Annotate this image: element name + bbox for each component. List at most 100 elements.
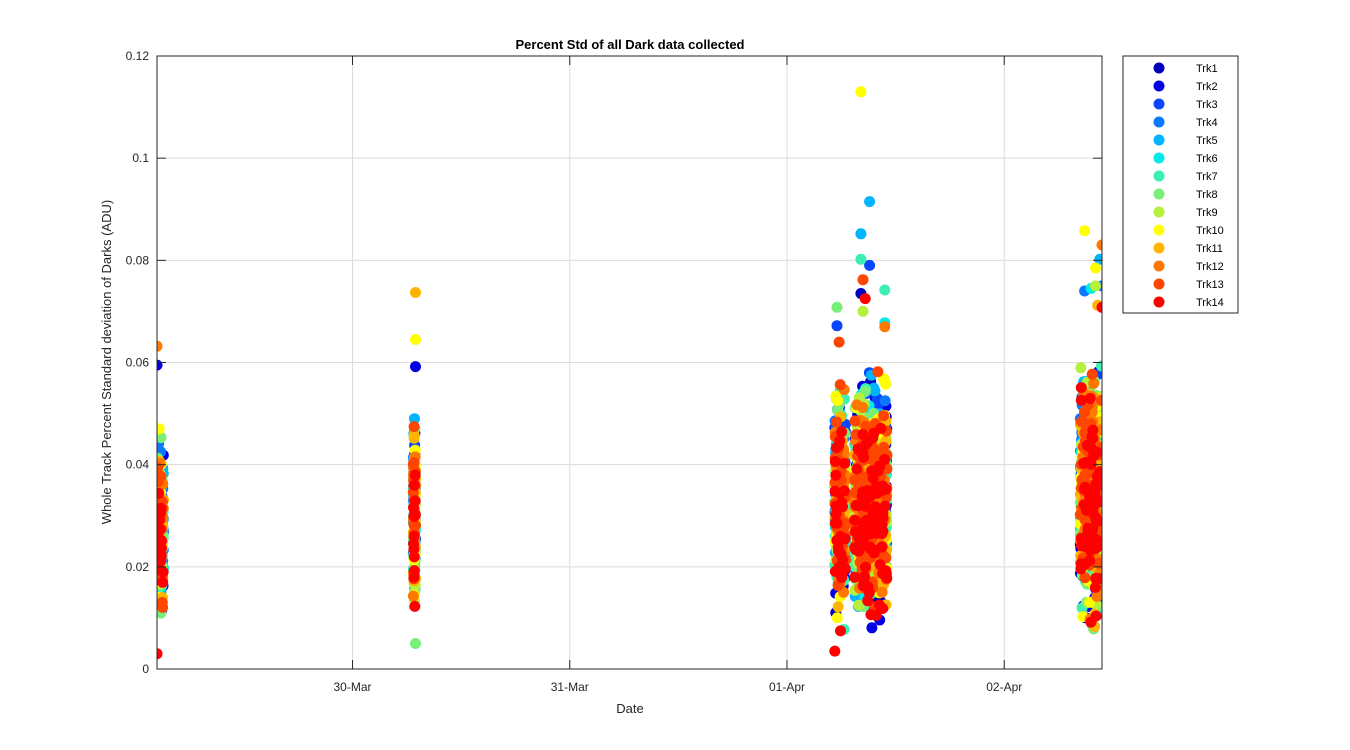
data-point	[830, 500, 842, 512]
series-trk8	[157, 301, 1102, 649]
scatter-points	[157, 86, 1102, 660]
data-point	[409, 413, 420, 425]
data-point	[872, 366, 884, 378]
data-point	[877, 568, 889, 580]
data-point	[1087, 424, 1099, 436]
legend-label: Trk14	[1196, 297, 1224, 309]
y-tick-label: 0.12	[126, 49, 150, 63]
data-point	[869, 501, 881, 513]
data-point	[849, 514, 861, 526]
data-point	[1079, 572, 1091, 584]
outlier-point	[859, 293, 871, 305]
data-point	[1090, 610, 1102, 622]
legend-item-trk10: Trk10	[1153, 224, 1224, 237]
data-point	[1084, 555, 1096, 567]
data-point	[832, 601, 844, 613]
data-point	[157, 601, 169, 613]
data-point	[408, 571, 420, 583]
outlier-point	[879, 284, 891, 296]
x-axis-label: Date	[616, 701, 643, 716]
data-point	[869, 544, 881, 556]
data-point	[1075, 362, 1087, 374]
y-tick-label: 0.06	[126, 356, 150, 370]
data-point	[835, 625, 846, 637]
data-point	[876, 586, 888, 598]
data-point	[831, 517, 843, 529]
outlier-point	[410, 287, 421, 298]
data-point	[1084, 393, 1096, 404]
legend-marker	[1153, 296, 1165, 308]
legend-item-trk12: Trk12	[1153, 260, 1224, 273]
outlier-point	[410, 361, 421, 373]
outlier-point	[857, 274, 869, 286]
data-point	[157, 542, 167, 554]
data-point	[861, 519, 873, 531]
data-point	[878, 410, 890, 422]
data-point	[1089, 486, 1101, 498]
data-point	[860, 561, 871, 573]
legend-item-trk9: Trk9	[1153, 206, 1218, 219]
data-point	[408, 457, 420, 468]
y-axis-label: Whole Track Percent Standard deviation o…	[99, 200, 114, 524]
data-point	[829, 456, 841, 467]
legend-label: Trk12	[1196, 261, 1224, 273]
data-point	[831, 416, 843, 428]
y-tick-label: 0.1	[132, 151, 149, 165]
data-point	[832, 535, 843, 547]
legend-item-trk2: Trk2	[1153, 80, 1218, 93]
data-point	[1075, 558, 1087, 570]
legend-marker	[1153, 116, 1165, 128]
data-point	[836, 426, 848, 438]
data-point	[157, 462, 164, 474]
series-trk4	[157, 280, 1102, 605]
y-tick-label: 0.02	[126, 560, 150, 574]
series-trk3	[157, 259, 1102, 616]
data-point	[1075, 394, 1087, 406]
y-tick-label: 0.08	[126, 253, 150, 267]
outlier-point	[857, 305, 869, 317]
data-point	[860, 489, 872, 501]
data-point	[1095, 395, 1102, 406]
data-point	[1089, 581, 1101, 593]
legend-label: Trk4	[1196, 117, 1218, 129]
legend-item-trk8: Trk8	[1153, 188, 1218, 201]
legend: Trk1 Trk2 Trk3 Trk4 Trk5 Trk6 Trk7 Trk8 Trk9 Trk1…	[1122, 55, 1239, 314]
data-point	[1090, 511, 1101, 523]
legend-label: Trk8	[1196, 189, 1218, 201]
legend-marker	[1153, 134, 1165, 146]
outlier-point	[833, 336, 845, 348]
data-point	[157, 576, 169, 588]
outlier-point	[855, 86, 867, 98]
data-point	[874, 509, 886, 521]
series-trk11	[157, 287, 1102, 632]
legend-item-trk3: Trk3	[1153, 98, 1218, 111]
data-point	[866, 465, 878, 477]
legend-label: Trk3	[1196, 99, 1218, 111]
legend-marker	[1153, 206, 1165, 218]
series-trk10	[157, 86, 1102, 624]
grid-lines	[157, 56, 1102, 669]
data-point	[830, 469, 842, 481]
data-point	[1095, 360, 1102, 372]
data-point	[1093, 557, 1102, 569]
y-tick-label: 0.04	[126, 458, 150, 472]
series-trk1	[157, 288, 1102, 630]
data-point	[868, 382, 880, 394]
legend-item-trk14: Trk14	[1153, 296, 1224, 309]
legend-marker	[1153, 260, 1165, 272]
data-point	[407, 590, 419, 602]
data-point	[837, 554, 849, 566]
data-point	[1086, 368, 1098, 380]
series-trk13	[157, 274, 1102, 613]
legend-marker	[1153, 98, 1165, 110]
outlier-point	[157, 648, 163, 660]
legend-item-trk6: Trk6	[1153, 152, 1218, 165]
data-point	[1079, 481, 1091, 493]
data-point	[865, 609, 877, 621]
x-tick-label: 02-Apr	[986, 680, 1022, 694]
data-point	[874, 559, 886, 571]
data-point	[871, 524, 883, 536]
data-point	[408, 510, 420, 522]
data-point	[851, 463, 863, 475]
data-point	[833, 545, 845, 557]
